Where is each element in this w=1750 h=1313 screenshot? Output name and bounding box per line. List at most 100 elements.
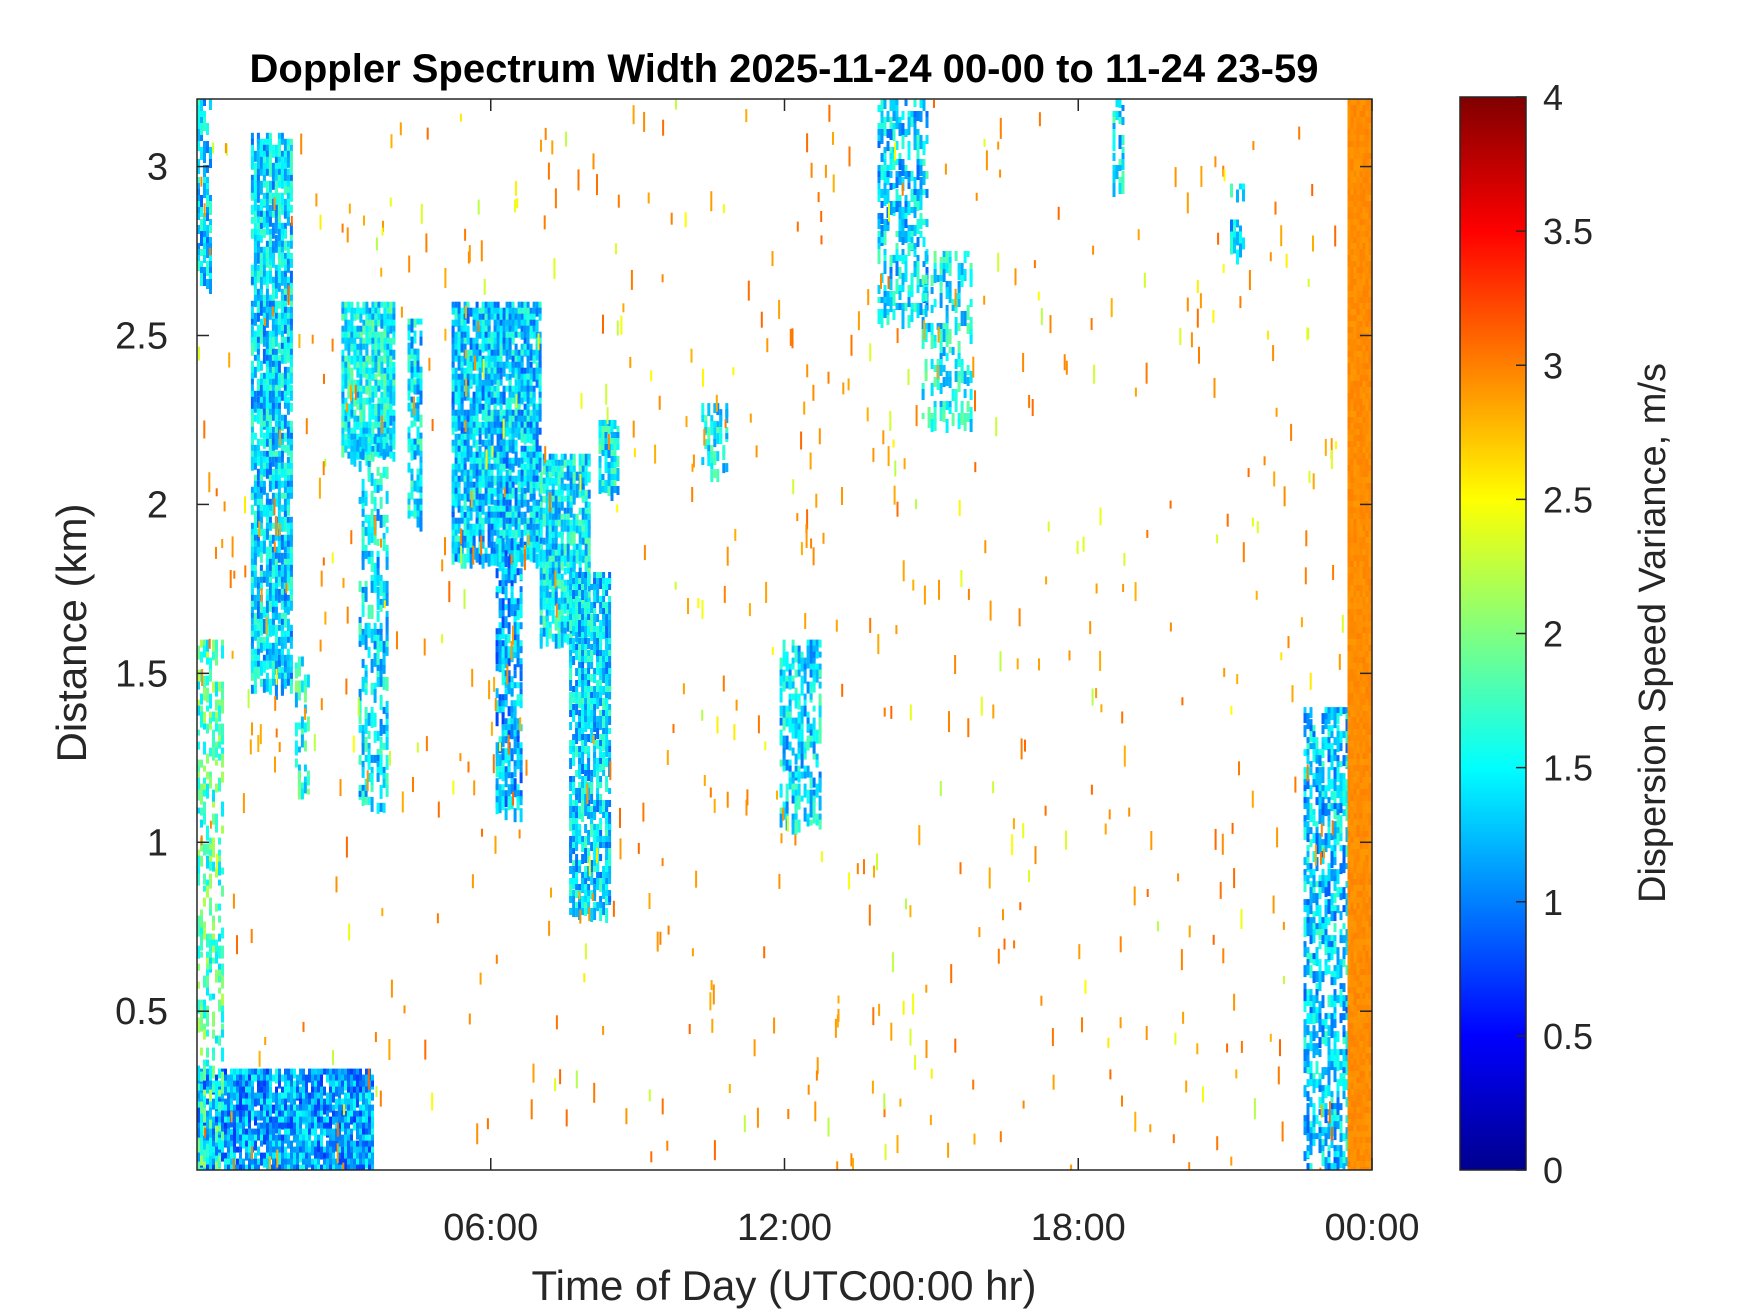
heatmap-cell (889, 171, 893, 178)
heatmap-cell (581, 662, 585, 672)
heatmap-cell (880, 225, 884, 234)
heatmap-cell (557, 471, 561, 480)
heatmap-cell (250, 576, 254, 588)
heatmap-cell (389, 403, 393, 417)
heatmap-cell (501, 556, 505, 564)
heatmap-cell (303, 782, 307, 794)
heatmap-cell (584, 692, 588, 698)
heatmap-cell (361, 526, 365, 541)
heatmap-cell (1315, 737, 1319, 752)
heatmap-cell (478, 517, 482, 525)
heatmap-cell (495, 778, 499, 790)
heatmap-cell (451, 409, 455, 421)
heatmap-cell (581, 902, 585, 913)
heatmap-cell (250, 216, 254, 224)
heatmap-cell (250, 378, 254, 385)
heatmap-cell (286, 522, 290, 534)
heatmap-cell (818, 819, 822, 830)
heatmap-cell (457, 349, 461, 359)
heatmap-cell (596, 722, 600, 732)
heatmap-cell (892, 183, 896, 189)
heatmap-cell (1306, 1121, 1310, 1137)
heatmap-cell (501, 754, 505, 765)
heatmap-cell (969, 329, 973, 338)
heatmap-cell (274, 468, 278, 480)
heatmap-cell (416, 426, 420, 441)
heatmap-cell (963, 269, 967, 281)
heatmap-cell (484, 397, 488, 409)
heatmap-cell (578, 836, 582, 844)
heatmap-cell (511, 415, 515, 422)
heatmap-cell (368, 325, 372, 336)
heatmap-cell (262, 372, 266, 382)
heatmap-cell (599, 644, 603, 652)
heatmap-cell (361, 760, 365, 769)
heatmap-cell (496, 445, 500, 457)
heatmap-cell (280, 564, 284, 579)
heatmap-cell (286, 354, 290, 363)
heatmap-cell (557, 507, 561, 517)
heatmap-cell (608, 716, 612, 725)
heatmap-cell (916, 285, 920, 293)
heatmap-cell (569, 896, 573, 903)
heatmap-cell (407, 318, 411, 328)
heatmap-cell (371, 421, 375, 435)
heatmap-cell (277, 180, 281, 188)
heatmap-cell (584, 722, 588, 732)
heatmap-cell (256, 360, 260, 372)
heatmap-cell (538, 391, 542, 400)
heatmap-cell (590, 632, 594, 641)
heatmap-cell (519, 574, 523, 581)
heatmap-cell (1318, 833, 1322, 842)
heatmap-cell (454, 499, 458, 508)
heatmap-cell (389, 415, 393, 426)
heatmap-cell (526, 475, 530, 483)
heatmap-cell (413, 384, 417, 395)
heatmap-cell (608, 704, 612, 712)
heatmap-cell (532, 367, 536, 382)
heatmap-cell (507, 706, 511, 717)
heatmap-cell (916, 111, 920, 121)
heatmap-cell (578, 638, 582, 646)
heatmap-cell (371, 385, 375, 392)
heatmap-cell (516, 784, 520, 792)
heatmap-cell (794, 819, 798, 835)
heatmap-cell (385, 646, 389, 656)
heatmap-cell (927, 407, 931, 415)
heatmap-cell (581, 836, 585, 845)
heatmap-cell (716, 433, 720, 445)
heatmap-cell (504, 658, 508, 669)
heatmap-cell (280, 684, 284, 696)
heatmap-cell (596, 758, 600, 772)
heatmap-cell (578, 860, 582, 871)
heatmap-cell (1318, 959, 1322, 975)
heatmap-cell (416, 372, 420, 382)
heatmap-cell (548, 519, 552, 529)
heatmap-cell (590, 842, 594, 851)
heatmap-cell (919, 165, 923, 176)
heatmap-cell (1112, 123, 1116, 129)
heatmap-cell (785, 657, 789, 672)
heatmap-cell (880, 129, 884, 144)
heatmap-cell (514, 427, 518, 438)
heatmap-cell (463, 337, 467, 347)
heatmap-cell (880, 213, 884, 224)
heatmap-cell (880, 153, 884, 162)
heatmap-cell (924, 293, 928, 301)
heatmap-cell (602, 608, 606, 619)
heatmap-cell (206, 201, 209, 212)
heatmap-cell (344, 397, 348, 408)
heatmap-cell (463, 445, 467, 456)
heatmap-cell (572, 752, 576, 766)
heatmap-cell (286, 426, 290, 439)
heatmap-cell (523, 391, 527, 402)
heatmap-cell (371, 361, 375, 370)
heatmap-cell (364, 688, 368, 695)
heatmap-cell (289, 354, 293, 368)
heatmap-cell (560, 483, 564, 492)
heatmap-cell (508, 493, 512, 502)
heatmap-cell (300, 656, 304, 667)
heatmap-cell (907, 315, 911, 328)
heatmap-cell (407, 444, 411, 453)
heatmap-cell (407, 378, 411, 389)
